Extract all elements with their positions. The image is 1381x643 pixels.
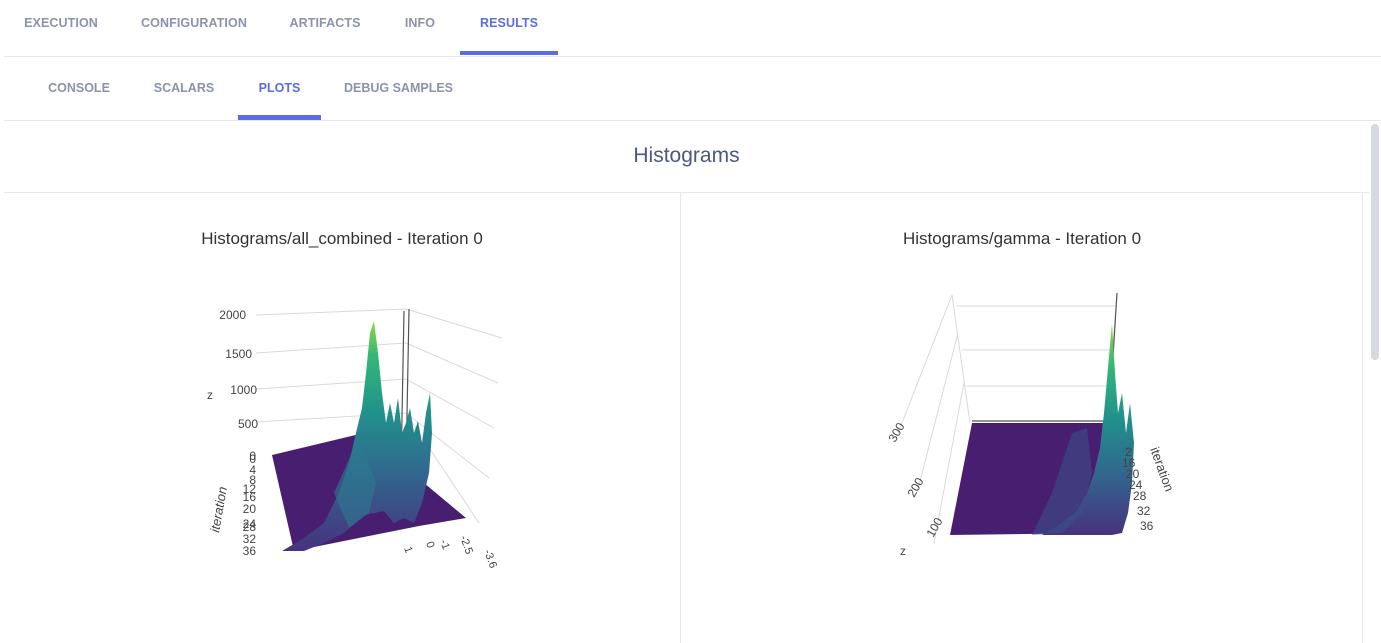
iteration-tick: 0 — [249, 452, 256, 466]
iteration-tick: 28 — [1133, 489, 1147, 503]
axis-lines — [972, 292, 1118, 422]
surface-shadow — [1032, 428, 1092, 535]
iteration-tick: 36 — [1140, 519, 1154, 533]
z-tick: 1000 — [230, 383, 257, 397]
iteration-tick: 36 — [243, 544, 257, 558]
iteration-tick: 24 — [1129, 478, 1143, 492]
z-axis-title: z — [900, 544, 906, 558]
sub-tab-bar: CONSOLE SCALARS PLOTS DEBUG SAMPLES — [4, 57, 1381, 121]
x-tick: -1 — [437, 538, 452, 551]
iteration-tick: 32 — [1137, 504, 1151, 518]
x-tick: 0 — [423, 540, 436, 550]
tab-execution[interactable]: EXECUTION — [24, 16, 98, 30]
iteration-axis-title: iteration — [207, 485, 230, 533]
iteration-tick: 8 — [249, 473, 256, 487]
x-tick: -3.6 — [481, 548, 499, 570]
iteration-tick: 32 — [243, 532, 257, 546]
surface-body — [282, 321, 432, 551]
z-tick: 100 — [923, 515, 945, 540]
iteration-tick: 2 — [1125, 445, 1132, 459]
z-tick: 500 — [238, 417, 258, 431]
tab-scalars[interactable]: SCALARS — [153, 81, 215, 95]
iteration-tick: 20 — [1126, 467, 1140, 481]
x-tick: -2.5 — [457, 534, 475, 556]
z-tick: 200 — [904, 475, 926, 500]
tab-configuration[interactable]: CONFIGURATION — [141, 16, 247, 30]
z-tick: 300 — [885, 420, 907, 445]
vertical-scrollbar[interactable] — [1371, 124, 1379, 360]
plot-panel-all-combined: Histograms/all_combined - Iteration 0 — [4, 193, 681, 643]
section-title: Histograms — [4, 121, 1369, 193]
tab-console[interactable]: CONSOLE — [48, 81, 110, 95]
tab-debug-samples[interactable]: DEBUG SAMPLES — [343, 81, 454, 95]
top-tab-bar: EXECUTION CONFIGURATION ARTIFACTS INFO R… — [4, 0, 1381, 57]
plot-panel-gamma: Histograms/gamma - Iteration 0 — [682, 193, 1363, 643]
tab-plots[interactable]: PLOTS — [238, 57, 321, 120]
iteration-tick: 16 — [1122, 456, 1136, 470]
tab-info[interactable]: INFO — [404, 16, 436, 30]
z-axis-title: z — [207, 388, 213, 402]
surface-peak-shade — [334, 448, 376, 528]
iteration-tick: 16 — [243, 490, 257, 504]
iteration-axis-title: iteration — [1147, 445, 1177, 494]
tab-artifacts[interactable]: ARTIFACTS — [289, 16, 361, 30]
iteration-tick: 28 — [243, 520, 257, 534]
z-tick: 0 — [249, 449, 256, 463]
surface-plot-3d[interactable]: 2000 1500 1000 500 0 z 0 4 8 12 16 20 24… — [4, 193, 681, 643]
x-tick: 1 — [401, 545, 414, 555]
iteration-tick: 20 — [243, 502, 257, 516]
surface-body — [1042, 323, 1134, 535]
plot-title: Histograms/gamma - Iteration 0 — [902, 229, 1142, 248]
plot-title: Histograms/all_combined - Iteration 0 — [201, 229, 483, 248]
iteration-tick: 4 — [249, 463, 256, 477]
z-tick: 1500 — [225, 347, 252, 361]
surface-plot-3d[interactable]: 300 200 100 z 2 16 20 24 28 32 36 iterat… — [682, 193, 1363, 643]
tab-results[interactable]: RESULTS — [460, 0, 558, 55]
iteration-tick: 24 — [243, 517, 257, 531]
iteration-tick: 12 — [243, 482, 257, 496]
z-tick: 2000 — [219, 308, 246, 322]
